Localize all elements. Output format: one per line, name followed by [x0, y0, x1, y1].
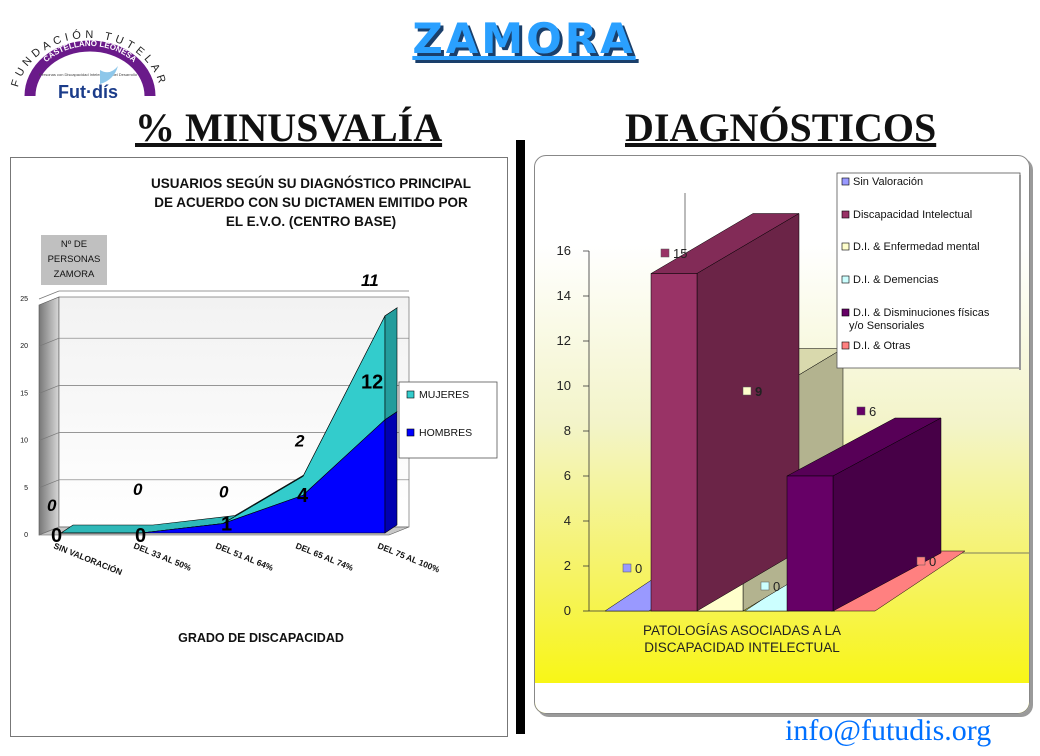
y-tick-label: 10 — [20, 438, 28, 445]
gridline-side — [38, 337, 60, 347]
bar-value-label: 0 — [635, 561, 642, 576]
panel-footer-band — [535, 683, 1029, 713]
ylabel-line: ZAMORA — [54, 269, 95, 280]
minusvalia-chart: USUARIOS SEGÚN SU DIAGNÓSTICO PRINCIPAL D… — [20, 176, 498, 645]
diagnosticos-title: DIAGNÓSTICOS — [625, 105, 937, 150]
mujeres-side — [384, 307, 398, 421]
y-tick-label: 15 — [20, 390, 28, 397]
hombres-value-label: 0 — [135, 525, 146, 547]
minusvalia-title: % MINUSVALÍA — [135, 105, 443, 150]
y-tick-label: 16 — [557, 243, 571, 258]
bar-value-label: 6 — [869, 404, 876, 419]
y-tick-label: 0 — [564, 603, 571, 618]
bar-value-label: 0 — [773, 579, 780, 594]
legend-swatch — [406, 428, 415, 437]
page-title: ZAMORA — [412, 13, 636, 63]
mujeres-value-label: 11 — [361, 271, 379, 290]
x-category-label: DEL 51 AL 64% — [214, 541, 275, 573]
hombres-value-label: 0 — [51, 525, 62, 547]
bar-side-face — [696, 213, 800, 612]
futudis-logo: FUNDACIÓN TUTELAR CASTELLANO LEONESA Per… — [8, 14, 168, 110]
y-tick-label: 25 — [20, 296, 28, 303]
x-category-label: DEL 65 AL 74% — [294, 541, 355, 573]
bar-front-face — [786, 475, 834, 612]
legend-swatch — [841, 177, 850, 186]
chart1-title-line: USUARIOS SEGÚN SU DIAGNÓSTICO PRINCIPAL — [151, 176, 471, 191]
chart1-title-line: EL E.V.O. (CENTRO BASE) — [226, 214, 396, 229]
contact-email[interactable]: info@futudis.org — [785, 714, 992, 747]
bar-value-label: 15 — [673, 246, 687, 261]
legend-swatch — [841, 275, 850, 284]
legend-label: MUJERES — [419, 389, 469, 401]
y-tick-label: 4 — [564, 513, 571, 528]
legend-label: y/o Sensoriales — [849, 320, 925, 332]
hombres-value-label: 12 — [361, 372, 383, 394]
x-axis-title: DISCAPACIDAD INTELECTUAL — [644, 640, 840, 655]
x-category-label: SIN VALORACIÓN — [52, 540, 124, 578]
legend-label: D.I. & Demencias — [853, 274, 939, 286]
logo-brand-text: Fut·dís — [58, 82, 118, 102]
bar-front-face — [650, 273, 698, 612]
x-category-label: DEL 33 AL 50% — [132, 541, 193, 573]
value-label-swatch — [856, 406, 866, 416]
y-tick-label: 0 — [24, 532, 28, 539]
legend-label: Sin Valoración — [853, 176, 923, 188]
minusvalia-chart-panel: USUARIOS SEGÚN SU DIAGNÓSTICO PRINCIPAL D… — [10, 157, 508, 737]
y-tick-label: 20 — [20, 343, 28, 350]
legend-swatch — [841, 308, 850, 317]
hombres-side — [384, 411, 398, 534]
mujeres-value-label: 0 — [219, 483, 229, 502]
legend-swatch — [841, 341, 850, 350]
gridline-side — [38, 385, 60, 394]
value-label-swatch — [622, 563, 632, 573]
logo-small-text: Personas con Discapacidad Intelectual o … — [39, 72, 138, 77]
mujeres-value-label: 2 — [294, 431, 305, 450]
x-category-label: DEL 75 AL 100% — [376, 541, 441, 575]
mujeres-value-label: 0 — [133, 480, 143, 499]
vertical-divider — [516, 140, 525, 734]
gridline-side — [38, 526, 60, 536]
hombres-value-label: 1 — [221, 514, 232, 536]
chart2-legend — [836, 172, 1021, 369]
y-tick-label: 14 — [557, 288, 571, 303]
mujeres-value-label: 0 — [47, 496, 57, 515]
y-tick-label: 5 — [24, 485, 28, 492]
value-label-swatch — [916, 556, 926, 566]
y-tick-label: 8 — [564, 423, 571, 438]
legend-swatch — [841, 242, 850, 251]
value-label-swatch — [760, 581, 770, 591]
legend-label: D.I. & Enfermedad mental — [853, 241, 980, 253]
hombres-value-label: 4 — [297, 485, 309, 507]
ylabel-box — [41, 235, 107, 285]
logo-graphic: FUNDACIÓN TUTELAR CASTELLANO LEONESA Per… — [9, 28, 165, 102]
y-tick-label: 12 — [557, 333, 571, 348]
diagnosticos-chart-panel: 0 2 4 6 8 10 12 14 16 0 15 9 0 6 0 PATOLOGÍAS ASOCIADA… — [534, 155, 1030, 714]
gridline-side — [38, 479, 60, 489]
gridline-side — [38, 290, 60, 300]
diagnosticos-chart: 0 2 4 6 8 10 12 14 16 0 15 9 0 6 0 PATOLOGÍAS ASOCIADA… — [557, 172, 1029, 655]
legend-label: HOMBRES — [419, 427, 472, 439]
legend-label: D.I. & Disminuciones físicas — [853, 307, 990, 319]
ylabel-line: PERSONAS — [48, 254, 101, 265]
y-tick-label: 6 — [564, 468, 571, 483]
chart1-title-line: DE ACUERDO CON SU DICTAMEN EMITIDO POR — [154, 195, 468, 210]
value-label-swatch — [660, 248, 670, 258]
value-label-swatch — [742, 386, 752, 396]
y-tick-label: 10 — [557, 378, 571, 393]
ylabel-line: Nº DE — [61, 239, 87, 250]
x-axis-title: PATOLOGÍAS ASOCIADAS A LA — [643, 623, 841, 638]
bar-value-label: 9 — [755, 384, 762, 399]
legend-label: Discapacidad Intelectual — [853, 209, 972, 221]
bar-value-label: 0 — [929, 554, 936, 569]
gridline-side — [38, 432, 60, 441]
chart1-legend — [398, 381, 498, 459]
legend-swatch — [841, 210, 850, 219]
y-tick-label: 2 — [564, 558, 571, 573]
x-axis-title: GRADO DE DISCAPACIDAD — [178, 631, 344, 645]
legend-swatch — [406, 390, 415, 399]
legend-label: D.I. & Otras — [853, 340, 911, 352]
